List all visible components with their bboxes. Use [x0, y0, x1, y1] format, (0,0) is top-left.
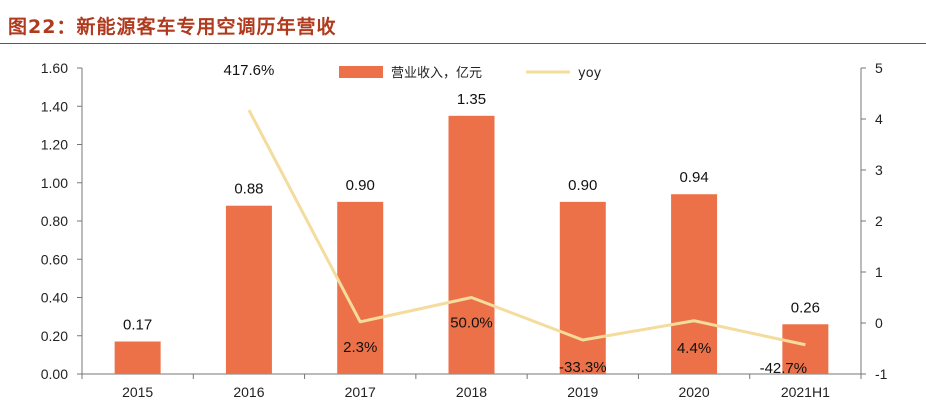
left-axis-tick-label: 0.00 — [41, 366, 68, 382]
x-axis-tick-label: 2019 — [567, 384, 598, 400]
revenue-bar-label: 1.35 — [457, 91, 486, 108]
right-axis-tick-label: 1 — [875, 264, 883, 280]
x-axis-tick-label: 2015 — [122, 384, 153, 400]
revenue-bar-label: 0.94 — [679, 169, 708, 186]
revenue-bar-label: 0.17 — [123, 316, 152, 333]
left-axis-tick-label: 0.80 — [41, 213, 68, 229]
yoy-data-label: 4.4% — [677, 340, 711, 357]
legend-revenue-label: 营业收入，亿元 — [391, 66, 482, 81]
left-axis-tick-label: 1.40 — [41, 98, 68, 114]
left-axis-tick-label: 0.60 — [41, 251, 68, 267]
title-underline — [0, 43, 926, 44]
revenue-bar-label: 0.90 — [568, 177, 597, 194]
revenue-bar — [782, 324, 829, 374]
x-axis-tick-label: 2017 — [345, 384, 376, 400]
legend-yoy-label: yoy — [578, 66, 602, 81]
right-axis-tick-label: 0 — [875, 315, 883, 331]
revenue-bar — [671, 194, 718, 374]
x-axis-tick-label: 2021H1 — [781, 384, 830, 400]
revenue-bar — [448, 115, 495, 374]
yoy-line — [247, 109, 806, 347]
right-axis-tick-label: -1 — [875, 366, 888, 382]
right-axis-tick-label: 5 — [875, 60, 883, 76]
right-axis-tick-label: 4 — [875, 111, 883, 127]
revenue-bar — [225, 205, 272, 374]
left-axis-tick-label: 0.40 — [41, 290, 68, 306]
revenue-bar — [337, 201, 384, 374]
legend-revenue-swatch — [339, 66, 383, 78]
yoy-data-label: -33.3% — [559, 359, 607, 376]
left-axis-tick-label: 1.20 — [41, 137, 68, 153]
right-axis-tick-label: 3 — [875, 162, 883, 178]
yoy-data-label: 50.0% — [450, 315, 493, 332]
x-axis-tick-label: 2016 — [233, 384, 264, 400]
revenue-bar — [114, 341, 161, 374]
x-axis-tick-label: 2020 — [678, 384, 709, 400]
yoy-data-label: 2.3% — [343, 339, 377, 356]
x-axis-tick-label: 2018 — [456, 384, 487, 400]
left-axis-tick-label: 0.20 — [41, 328, 68, 344]
revenue-bar — [559, 201, 606, 374]
left-axis-tick-label: 1.00 — [41, 175, 68, 191]
revenue-bar-label: 0.90 — [346, 177, 375, 194]
chart-title: 图22：新能源客车专用空调历年营收 — [8, 16, 337, 38]
revenue-bar-label: 0.26 — [791, 299, 820, 316]
yoy-data-label: -42.7% — [760, 360, 808, 377]
left-axis-tick-label: 1.60 — [41, 60, 68, 76]
revenue-bar-label: 0.88 — [234, 181, 263, 198]
yoy-data-label: 417.6% — [223, 62, 274, 79]
right-axis-tick-label: 2 — [875, 213, 883, 229]
